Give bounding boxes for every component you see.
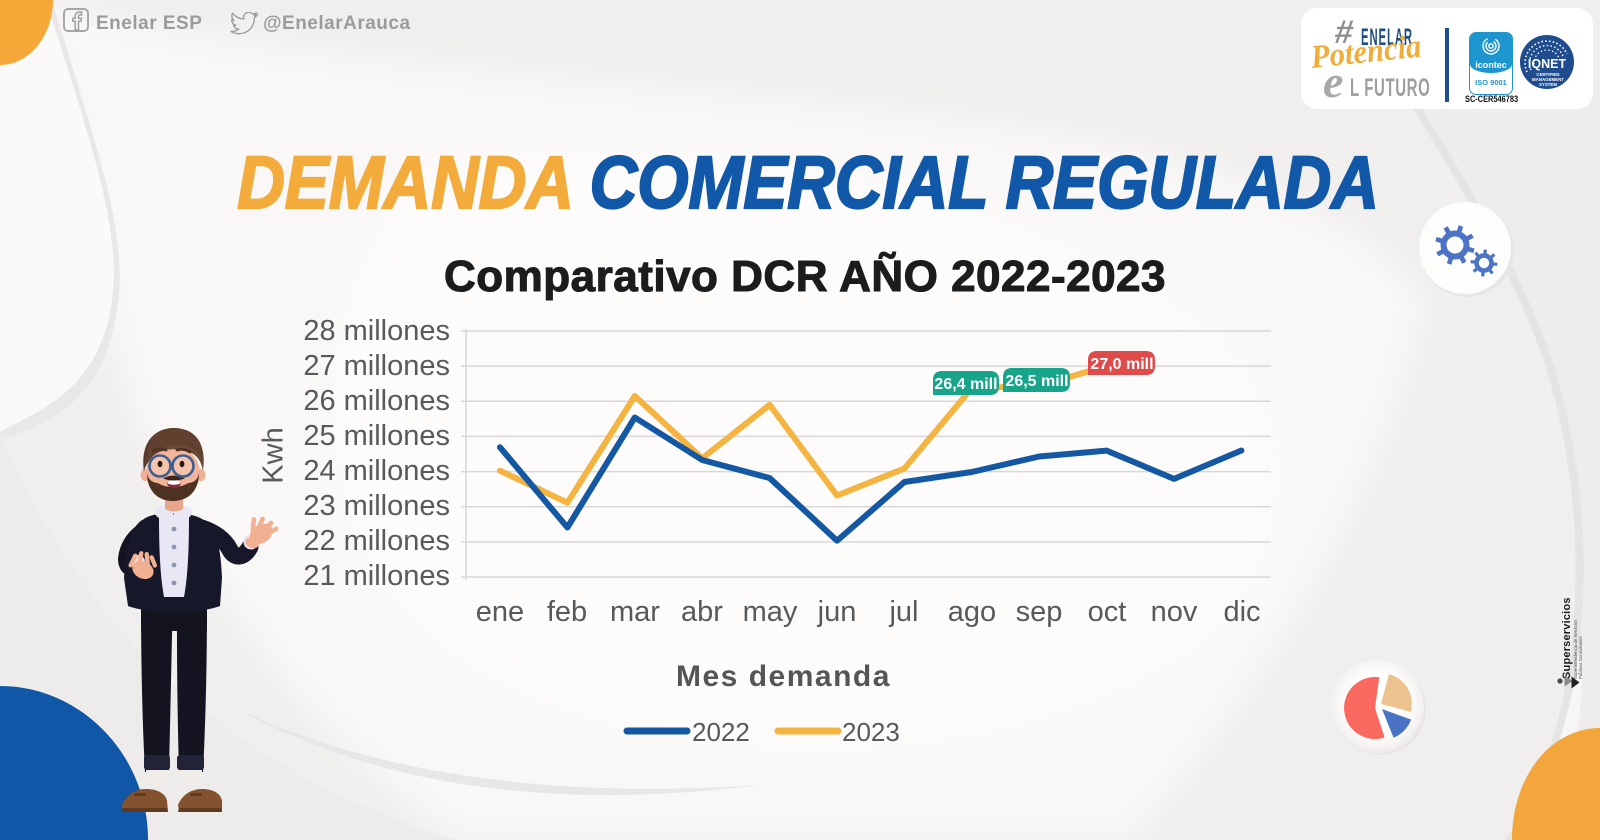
svg-text:SYSTEM: SYSTEM [1539,82,1557,87]
svg-text:CERTIFIED: CERTIFIED [1536,72,1559,77]
svg-text:26,5 mill: 26,5 mill [1005,373,1068,390]
svg-text:26,4 mill: 26,4 mill [934,376,997,393]
svg-text:MANAGEMENT: MANAGEMENT [1532,77,1564,82]
svg-text:27,0 mill: 27,0 mill [1090,356,1153,373]
svg-text:IQNET: IQNET [1528,57,1567,71]
